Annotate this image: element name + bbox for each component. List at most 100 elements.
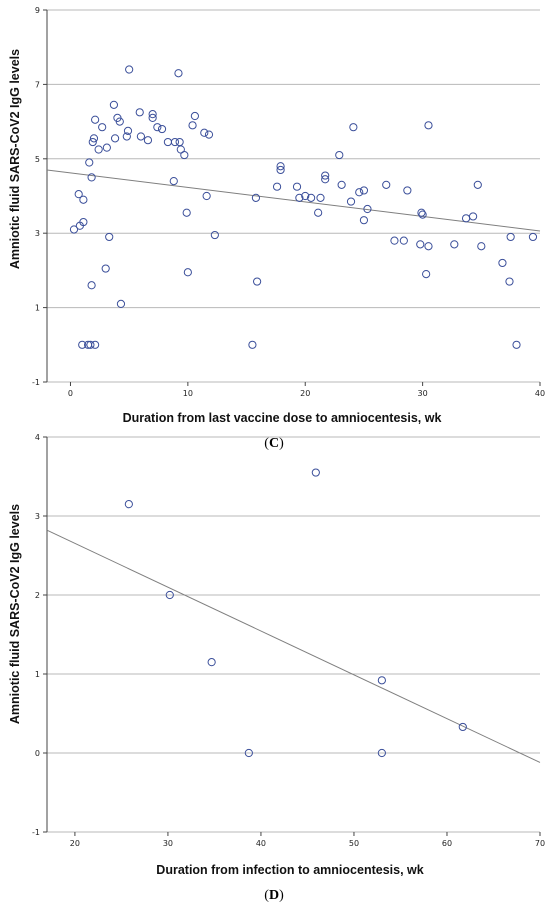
chart-c-point-61 [316, 193, 325, 202]
panel-label-d-letter: D [269, 888, 279, 903]
chart-d-gridlines [47, 436, 540, 833]
chart-d-y-tick-label-5: 4 [35, 433, 40, 442]
chart-c-gridlines [47, 9, 540, 383]
chart-d-x-ticks: 20 30 40 50 60 70 [70, 832, 545, 848]
chart-c-point-32 [148, 110, 157, 119]
chart-d-point-0 [124, 500, 133, 509]
chart-c-point-43 [183, 268, 192, 277]
chart-d-fit-line [46, 529, 541, 763]
chart-c-point-41 [180, 150, 189, 160]
chart-d-point-3 [244, 748, 253, 758]
chart-c-point-68 [355, 188, 364, 197]
chart-c-y-tick-label-3: 5 [35, 155, 40, 164]
chart-c-point-63 [321, 171, 330, 180]
chart-c-point-75 [403, 186, 412, 195]
chart-c-point-59 [307, 193, 316, 202]
chart-d-x-axis-title: Duration from infection to amniocentesis… [156, 863, 423, 877]
chart-d-point-5 [377, 676, 386, 685]
chart-d-y-axis-title: Amniotic fluid SARS-CoV2 IgG levels [8, 504, 22, 724]
chart-d-y-tick-label-2: 1 [35, 670, 40, 679]
chart-d-x-tick-label-1: 30 [163, 839, 173, 848]
chart-c-point-19 [105, 232, 114, 242]
chart-c-point-46 [200, 128, 209, 137]
chart-c-point-31 [148, 113, 157, 122]
chart-c-point-30 [143, 136, 153, 145]
chart-c-point-81 [424, 121, 433, 130]
chart-c-point-14 [94, 145, 103, 154]
chart-c-fit-line [46, 169, 541, 232]
chart-d-x-tick-label-5: 70 [535, 839, 545, 848]
panel-label-c-letter: C [269, 436, 279, 451]
chart-c-point-29 [136, 132, 146, 141]
chart-d-y-tick-label-4: 3 [35, 512, 40, 521]
chart-c-point-15 [98, 123, 107, 132]
panel-label-d-open: ( [264, 888, 269, 903]
chart-c-x-tick-label-0: 0 [68, 389, 73, 398]
chart-c-point-36 [169, 177, 178, 186]
panel-label-c-close: ) [279, 436, 284, 451]
chart-c-point-33 [153, 123, 162, 132]
chart-c-point-58 [301, 191, 310, 201]
chart-c-point-84 [468, 212, 478, 221]
chart-c-point-71 [363, 204, 372, 214]
chart-c-y-axis-title: Amniotic fluid SARS-CoV2 IgG levels [8, 49, 22, 269]
chart-c-point-0 [69, 225, 79, 234]
chart-d-point-1 [165, 590, 174, 600]
chart-d-y-tick-label-3: 2 [35, 591, 40, 600]
chart-d-point-7 [458, 722, 467, 732]
chart-c-x-tick-label-4: 40 [535, 389, 545, 398]
chart-c-point-52 [253, 277, 262, 286]
chart-c-point-23 [115, 117, 124, 126]
chart-c-x-tick-label-1: 10 [183, 389, 193, 398]
panel-label-c: (C) [264, 436, 284, 451]
panel-label-d: (D) [264, 888, 284, 903]
chart-c-point-39 [175, 137, 184, 147]
chart-c-point-44 [188, 121, 197, 130]
chart-c-point-7 [86, 340, 95, 349]
chart-c-point-26 [123, 126, 133, 135]
chart-c-point-77 [417, 208, 426, 217]
chart-c-point-65 [337, 180, 346, 189]
chart-c-point-78 [418, 210, 427, 219]
chart-panel-d: -1 0 1 2 3 4 20 30 40 50 60 70 Duration from infec… [8, 433, 545, 903]
chart-d-x-tick-label-2: 40 [256, 839, 266, 848]
chart-c-point-28 [135, 108, 144, 117]
chart-c-point-49 [210, 230, 219, 240]
chart-c-point-11 [88, 137, 97, 147]
chart-d-points [124, 468, 467, 758]
chart-c-point-2 [74, 190, 83, 199]
chart-c-point-86 [477, 242, 486, 251]
chart-c-point-10 [87, 173, 96, 182]
chart-c-x-ticks: 0 10 20 30 40 [68, 382, 545, 398]
chart-d-y-tick-label-1: 0 [35, 749, 40, 758]
chart-c-point-45 [190, 111, 199, 121]
chart-c-point-20 [109, 100, 119, 109]
chart-c-x-tick-label-2: 20 [300, 389, 310, 398]
chart-c-point-74 [399, 236, 408, 245]
chart-c-point-90 [512, 340, 521, 349]
chart-c-point-53 [272, 182, 282, 191]
chart-c-point-82 [450, 240, 459, 249]
chart-c-point-37 [170, 137, 180, 147]
chart-c-point-8 [91, 340, 100, 349]
chart-c-point-27 [125, 65, 134, 74]
chart-d-x-tick-label-0: 20 [70, 839, 80, 848]
chart-c-point-76 [416, 240, 425, 249]
chart-c-point-87 [498, 258, 507, 268]
chart-c-point-72 [382, 180, 391, 189]
chart-c-point-55 [276, 162, 285, 171]
chart-c-point-56 [292, 182, 302, 191]
chart-c-point-64 [335, 150, 344, 160]
chart-c-point-69 [359, 216, 369, 225]
chart-c-point-12 [89, 134, 99, 143]
chart-c-point-80 [424, 242, 433, 251]
chart-c-point-91 [528, 232, 538, 242]
chart-c-point-85 [473, 180, 482, 189]
chart-c-point-21 [110, 134, 120, 143]
chart-c-point-48 [204, 130, 214, 139]
chart-c-y-tick-label-5: 9 [35, 6, 40, 15]
chart-c-point-54 [276, 165, 285, 175]
chart-d-point-6 [377, 748, 386, 758]
chart-c-point-25 [122, 132, 131, 141]
